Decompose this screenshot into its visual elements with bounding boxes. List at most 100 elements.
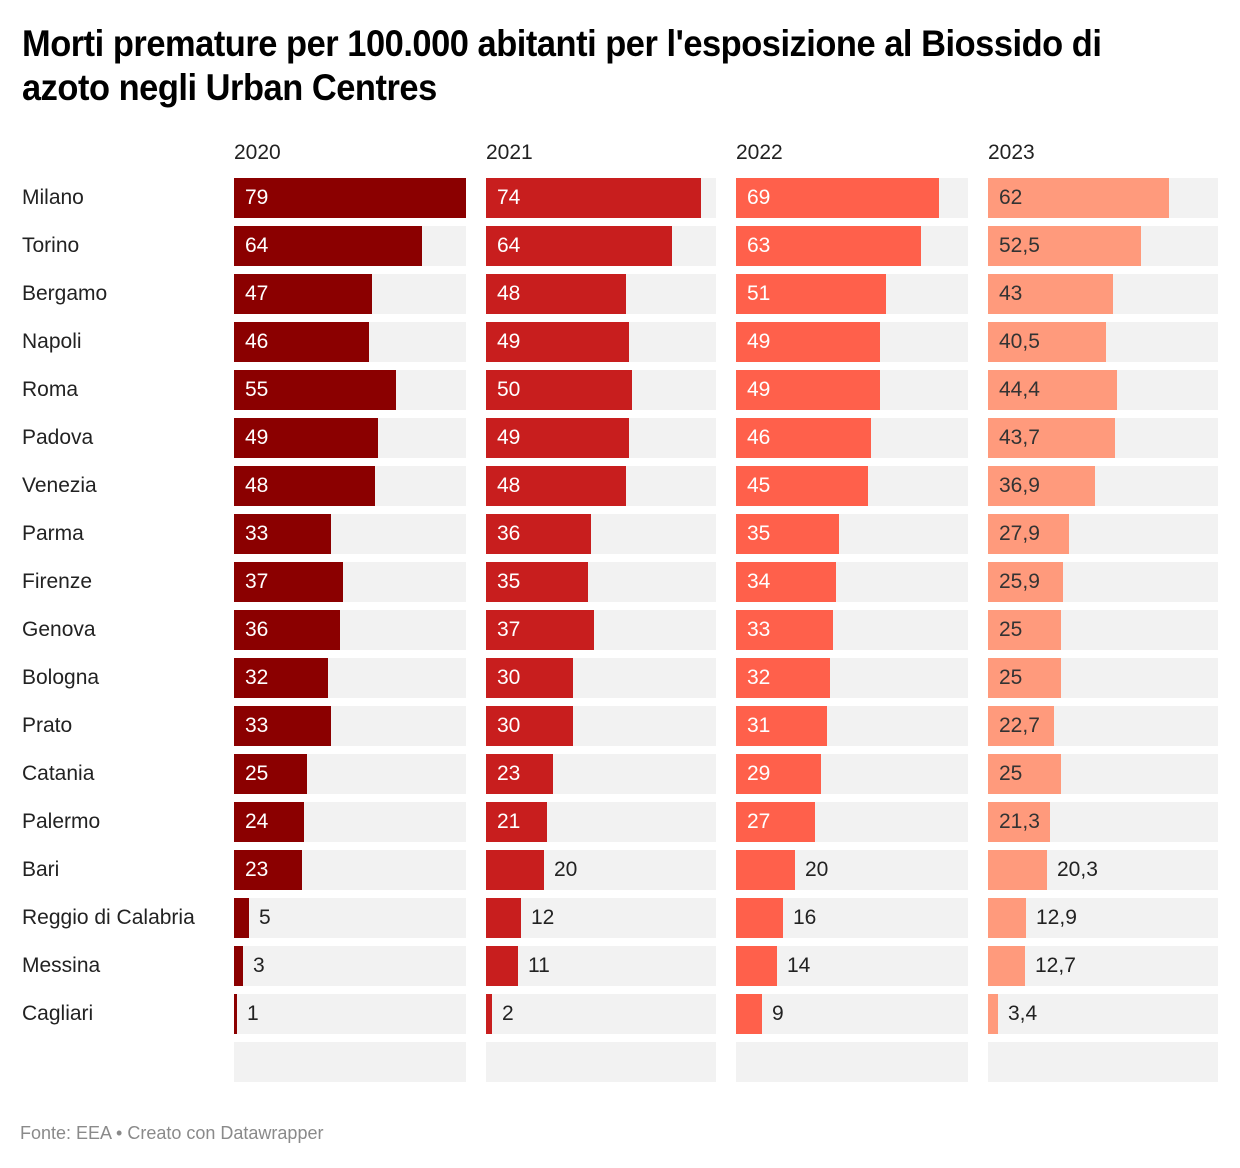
bar — [988, 418, 1115, 458]
bar — [486, 274, 626, 314]
bar-track — [234, 1042, 466, 1082]
bar — [988, 562, 1063, 602]
bar — [988, 658, 1061, 698]
row-label: Bologna — [22, 666, 100, 689]
value-label: 30 — [497, 666, 521, 689]
row-label: Reggio di Calabria — [22, 906, 195, 929]
bar-track: 25 — [988, 658, 1218, 698]
row-label: Firenze — [22, 570, 93, 593]
value-label: 30 — [497, 714, 521, 737]
value-label: 3,4 — [1008, 1002, 1038, 1025]
value-label: 12,9 — [1036, 906, 1077, 929]
value-label: 2 — [502, 1002, 514, 1025]
bar-track: 44,4 — [988, 370, 1218, 410]
value-label: 50 — [497, 378, 521, 401]
bar — [736, 514, 839, 554]
bar-track: 35 — [736, 514, 968, 554]
bar — [988, 322, 1106, 362]
bar-track: 21 — [486, 802, 716, 842]
bar — [486, 754, 553, 794]
value-label: 16 — [793, 906, 817, 929]
bar-track: 46 — [736, 418, 968, 458]
column-header-2020: 2020 — [234, 141, 281, 164]
bar — [988, 514, 1069, 554]
value-label: 25 — [999, 666, 1023, 689]
value-label: 27,9 — [999, 522, 1040, 545]
value-label: 35 — [497, 570, 521, 593]
value-label: 34 — [747, 570, 771, 593]
bar — [234, 178, 466, 218]
bar-track: 20 — [736, 850, 968, 890]
value-label: 46 — [245, 330, 269, 353]
bar-track: 37 — [486, 610, 716, 650]
bar — [234, 946, 243, 986]
bar-track: 36 — [486, 514, 716, 554]
row-label: Bari — [22, 858, 60, 881]
row-label: Cagliari — [22, 1002, 94, 1025]
value-label: 44,4 — [999, 378, 1040, 401]
bar — [988, 706, 1054, 746]
bar-track: 24 — [234, 802, 466, 842]
bar-track: 32 — [736, 658, 968, 698]
value-label: 33 — [747, 618, 771, 641]
bar-track: 40,5 — [988, 322, 1218, 362]
bar — [736, 994, 762, 1034]
bar — [736, 418, 871, 458]
value-label: 23 — [497, 762, 521, 785]
value-label: 37 — [497, 618, 521, 641]
value-label: 11 — [528, 954, 550, 977]
bar — [486, 322, 629, 362]
value-label: 49 — [497, 426, 521, 449]
bar — [988, 610, 1061, 650]
bar-track: 12 — [486, 898, 716, 938]
bar — [736, 898, 783, 938]
bar — [486, 850, 544, 890]
bar-track: 11 — [486, 946, 716, 986]
row-label: Padova — [22, 426, 94, 449]
value-label: 48 — [497, 474, 521, 497]
value-label: 36 — [245, 618, 269, 641]
bar-track: 55 — [234, 370, 466, 410]
bar-track: 49 — [736, 370, 968, 410]
bar-track: 43 — [988, 274, 1218, 314]
bar-track: 69 — [736, 178, 968, 218]
value-label: 20 — [554, 858, 578, 881]
bar-track: 31 — [736, 706, 968, 746]
value-label: 35 — [747, 522, 771, 545]
bar — [234, 850, 302, 890]
bar-track: 48 — [486, 274, 716, 314]
bar — [486, 562, 588, 602]
value-label: 69 — [747, 186, 771, 209]
bar — [988, 850, 1047, 890]
bar-track: 49 — [486, 322, 716, 362]
bar-track — [486, 1042, 716, 1082]
bar-track: 20 — [486, 850, 716, 890]
bar — [736, 754, 821, 794]
row-label: Messina — [22, 954, 101, 977]
bar-track: 2 — [486, 994, 716, 1034]
bar — [736, 178, 939, 218]
bar — [736, 658, 830, 698]
bar — [486, 946, 518, 986]
bar-track: 45 — [736, 466, 968, 506]
value-label: 25,9 — [999, 570, 1040, 593]
bar — [736, 562, 836, 602]
value-label: 64 — [245, 234, 269, 257]
value-label: 25 — [999, 762, 1023, 785]
bar-track: 49 — [736, 322, 968, 362]
value-label: 5 — [259, 906, 271, 929]
value-label: 55 — [245, 378, 269, 401]
bar — [234, 898, 249, 938]
bar-track: 25 — [234, 754, 466, 794]
bar-track: 52,5 — [988, 226, 1218, 266]
bar — [736, 370, 880, 410]
value-label: 47 — [245, 282, 269, 305]
value-label: 64 — [497, 234, 521, 257]
bar-track: 49 — [234, 418, 466, 458]
value-label: 12 — [531, 906, 555, 929]
bar-track: 27,9 — [988, 514, 1218, 554]
value-label: 62 — [999, 186, 1023, 209]
bar — [988, 274, 1113, 314]
value-label: 9 — [772, 1002, 784, 1025]
row-label: Venezia — [22, 474, 97, 497]
